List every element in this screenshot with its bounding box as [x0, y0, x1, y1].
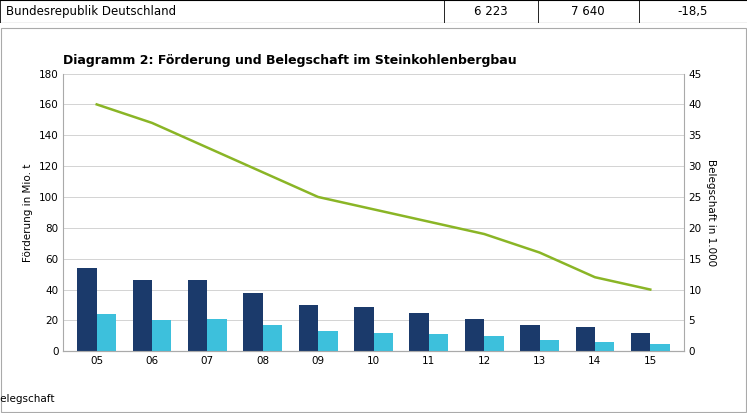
- Bar: [465, 319, 484, 351]
- Bar: [188, 280, 208, 351]
- Text: 7 640: 7 640: [571, 5, 605, 18]
- Bar: [318, 331, 338, 351]
- Bar: [595, 342, 614, 351]
- Legend: Rohförderung, verwertbare Förderung, Belegschaft: Rohförderung, verwertbare Förderung, Bel…: [0, 390, 58, 408]
- Bar: [354, 306, 374, 351]
- Bar: [429, 334, 448, 351]
- Bar: [96, 314, 116, 351]
- Bar: [152, 320, 172, 351]
- Y-axis label: Belegschaft in 1.000: Belegschaft in 1.000: [705, 159, 716, 266]
- Bar: [244, 293, 263, 351]
- Bar: [299, 305, 318, 351]
- Bar: [575, 327, 595, 351]
- Bar: [208, 319, 227, 351]
- Bar: [374, 333, 393, 351]
- Bar: [520, 325, 539, 351]
- Bar: [78, 268, 96, 351]
- Bar: [484, 336, 503, 351]
- Bar: [539, 340, 559, 351]
- Bar: [263, 325, 282, 351]
- Bar: [409, 313, 429, 351]
- Bar: [651, 344, 669, 351]
- Text: Diagramm 2: Förderung und Belegschaft im Steinkohlenbergbau: Diagramm 2: Förderung und Belegschaft im…: [63, 55, 517, 67]
- Bar: [631, 333, 651, 351]
- Text: -18,5: -18,5: [678, 5, 708, 18]
- Text: 6 223: 6 223: [474, 5, 508, 18]
- Y-axis label: Förderung in Mio. t: Förderung in Mio. t: [23, 163, 34, 261]
- Text: Bundesrepublik Deutschland: Bundesrepublik Deutschland: [6, 5, 176, 18]
- Bar: [133, 280, 152, 351]
